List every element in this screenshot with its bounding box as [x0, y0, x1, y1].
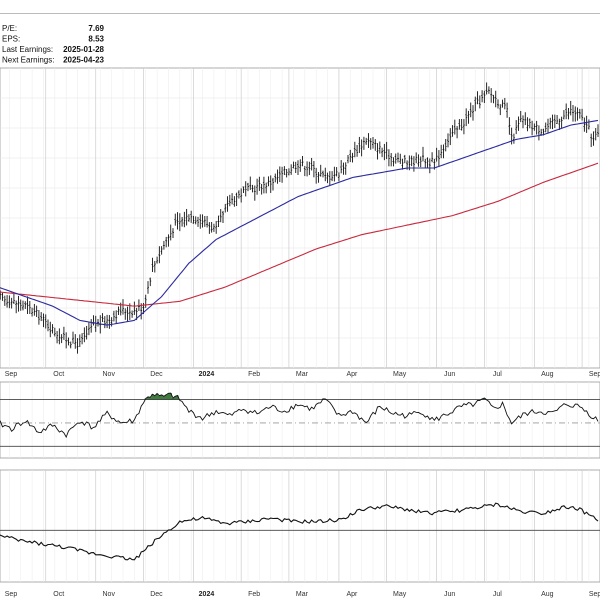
panel-frame: [0, 469, 600, 583]
price-panel: Sep Oct Nov Dec 2024 Feb Mar Apr May Jun Jul Aug Sep: [0, 67, 600, 378]
x-tick-label: Jul: [493, 591, 502, 598]
fundamental-value: 8.53: [88, 35, 104, 44]
rsi-line: [0, 392, 599, 439]
x-tick-label: May: [393, 371, 407, 378]
x-tick-label: Sep: [589, 371, 600, 378]
fundamentals-panel: P/E: 7.69 EPS: 8.53 Last Earnings: 2025-01-28…: [2, 24, 105, 65]
x-tick-label: Dec: [150, 591, 163, 598]
chart-header-bg: [0, 0, 600, 68]
x-tick-label: Nov: [103, 591, 116, 598]
x-tick-label: Apr: [346, 591, 358, 598]
short-moving-average-line: [0, 119, 599, 326]
x-tick-label: Aug: [541, 591, 554, 598]
x-tick-label: Sep: [5, 591, 18, 598]
x-tick-label: Jun: [444, 591, 455, 598]
price-bars: [0, 82, 599, 354]
x-tick-label: Oct: [53, 371, 64, 378]
x-tick-label: Mar: [296, 591, 309, 598]
x-tick-label: May: [393, 591, 407, 598]
fundamental-value: 7.69: [88, 24, 104, 33]
x-tick-label: Sep: [5, 371, 18, 378]
x-tick-label: Aug: [541, 371, 554, 378]
fundamental-value: 2025-04-23: [63, 56, 104, 65]
fundamental-value: 2025-01-28: [63, 45, 104, 54]
x-tick-label: Oct: [53, 591, 64, 598]
x-tick-label: Mar: [296, 371, 309, 378]
x-tick-label: Feb: [248, 371, 260, 378]
x-tick-label: Apr: [346, 371, 358, 378]
x-tick-label: Jul: [493, 371, 502, 378]
x-tick-label: Dec: [150, 371, 163, 378]
x-tick-label: Jun: [444, 371, 455, 378]
fundamental-label: Last Earnings:: [2, 45, 53, 54]
rsi-panel: [0, 381, 600, 459]
lower-indicator-panel: Sep Oct Nov Dec 2024 Feb Mar Apr May Jun Jul Aug Sep: [0, 469, 600, 598]
fundamental-label: EPS:: [2, 35, 20, 44]
x-tick-label: Sep: [589, 591, 600, 598]
long-moving-average-line: [0, 162, 599, 307]
fundamental-label: P/E:: [2, 24, 17, 33]
x-tick-label: 2024: [199, 371, 215, 378]
indicator-line: [0, 502, 599, 561]
fundamental-label: Next Earnings:: [2, 56, 54, 65]
x-tick-label: 2024: [199, 591, 215, 598]
x-tick-label: Nov: [103, 371, 116, 378]
x-tick-label: Feb: [248, 591, 260, 598]
